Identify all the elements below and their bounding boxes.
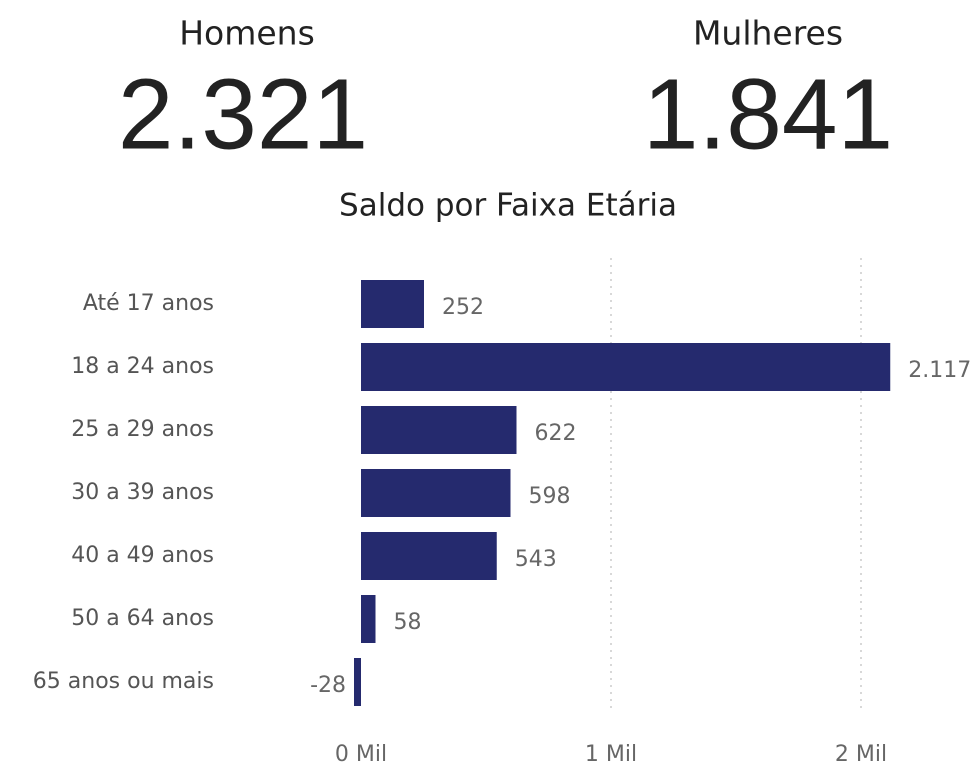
- chart-title: Saldo por Faixa Etária: [339, 188, 677, 224]
- x-tick-label: 0 Mil: [335, 742, 387, 767]
- bar: [361, 595, 376, 643]
- bar: [361, 280, 424, 328]
- y-tick-label: Até 17 anos: [83, 291, 214, 316]
- y-tick-label: 40 a 49 anos: [71, 543, 214, 568]
- x-tick-label: 2 Mil: [835, 742, 887, 767]
- y-tick-label: 65 anos ou mais: [33, 669, 214, 694]
- card-label: Homens: [179, 14, 315, 53]
- data-label: 252: [442, 295, 484, 320]
- y-tick-label: 30 a 39 anos: [71, 480, 214, 505]
- bar: [361, 469, 511, 517]
- data-label: 58: [394, 610, 422, 635]
- y-tick-label: 50 a 64 anos: [71, 606, 214, 631]
- y-tick-label: 25 a 29 anos: [71, 417, 214, 442]
- card-value: 2.321: [118, 58, 368, 170]
- data-label: 2.117: [908, 358, 971, 383]
- bar: [354, 658, 361, 706]
- card-value: 1.841: [643, 58, 893, 170]
- data-label: 598: [529, 484, 571, 509]
- data-label: 622: [535, 421, 577, 446]
- bar: [361, 406, 517, 454]
- bar: [361, 343, 891, 391]
- card-label: Mulheres: [693, 14, 843, 53]
- x-tick-label: 1 Mil: [585, 742, 637, 767]
- data-label: -28: [310, 673, 346, 698]
- bar: [361, 532, 497, 580]
- data-label: 543: [515, 547, 557, 572]
- y-tick-label: 18 a 24 anos: [71, 354, 214, 379]
